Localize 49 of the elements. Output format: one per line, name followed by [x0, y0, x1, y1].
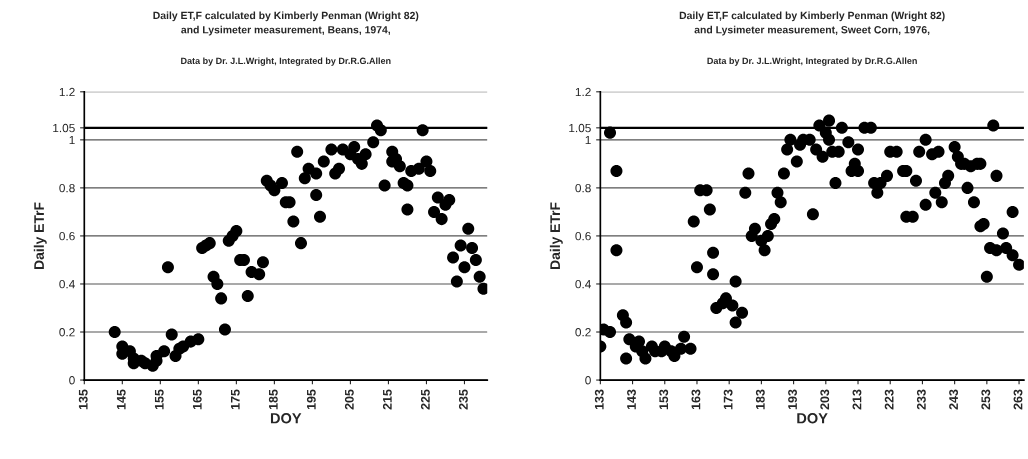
chart-subtitle: Data by Dr. J.L.Wright, Integrated by Dr.R.G.Allen: [181, 57, 391, 66]
y-tick-label: 0.8: [59, 183, 75, 193]
x-axis-title: DOY: [270, 413, 302, 424]
x-tick-label: 145: [116, 389, 126, 410]
x-tick-label: 215: [382, 389, 392, 410]
y-axis-title: Daily ETrF: [33, 202, 47, 269]
y-tick-label: 0.2: [59, 328, 75, 337]
y-tick-label: 1.2: [59, 87, 75, 97]
x-tick-label: 185: [268, 389, 278, 410]
x-tick-label: 175: [231, 389, 240, 410]
y-tick-label: 0.8: [575, 183, 591, 193]
x-tick-label: 263: [1013, 389, 1023, 410]
y-tick-label: 1: [69, 136, 75, 145]
x-tick-label: 153: [659, 389, 669, 410]
x-tick-label: 233: [916, 389, 926, 410]
x-tick-label: 193: [788, 389, 797, 410]
x-tick-label: 203: [820, 389, 830, 410]
x-tick-label: 163: [691, 389, 701, 410]
x-tick-label: 173: [723, 389, 733, 410]
x-tick-label: 205: [344, 389, 354, 410]
x-axis-title: DOY: [797, 413, 828, 424]
x-tick-label: 253: [981, 389, 991, 410]
y-tick-label: 1: [585, 136, 591, 145]
y-tick-label: 0.2: [575, 328, 591, 337]
x-tick-label: 223: [884, 389, 894, 410]
chart-subtitle: Data by Dr. J.L.Wright, Integrated by Dr.R.G.Allen: [707, 57, 917, 66]
x-tick-label: 243: [949, 389, 959, 410]
x-tick-label: 235: [458, 389, 468, 410]
y-tick-label: 1.05: [569, 123, 591, 133]
x-tick-label: 133: [594, 389, 604, 410]
x-tick-label: 155: [154, 389, 164, 410]
x-tick-label: 165: [192, 389, 202, 410]
y-tick-label: 0.4: [59, 280, 75, 289]
chart-title: Daily ET,F calculated by Kimberly Penman (Wright 82) and Lysimeter measurement, Beans, 1974,: [153, 11, 419, 36]
y-axis-title: Daily ETrF: [549, 202, 563, 269]
x-tick-label: 135: [78, 389, 88, 410]
y-tick-label: 0.4: [575, 280, 591, 289]
chart-title: Daily ET,F calculated by Kimberly Penman (Wright 82) and Lysimeter measurement, Sweet Corn, 1976,: [679, 11, 945, 36]
y-tick-label: 0: [69, 376, 75, 385]
x-tick-label: 143: [627, 389, 636, 410]
y-tick-label: 1.05: [53, 123, 75, 133]
y-tick-label: 0.6: [575, 231, 591, 241]
y-tick-label: 0: [585, 376, 591, 385]
y-tick-label: 0.6: [59, 231, 75, 241]
x-tick-label: 183: [755, 389, 765, 410]
x-tick-label: 195: [306, 389, 316, 410]
x-tick-label: 225: [420, 389, 430, 410]
x-tick-label: 213: [852, 389, 862, 410]
y-tick-label: 1.2: [575, 87, 591, 97]
